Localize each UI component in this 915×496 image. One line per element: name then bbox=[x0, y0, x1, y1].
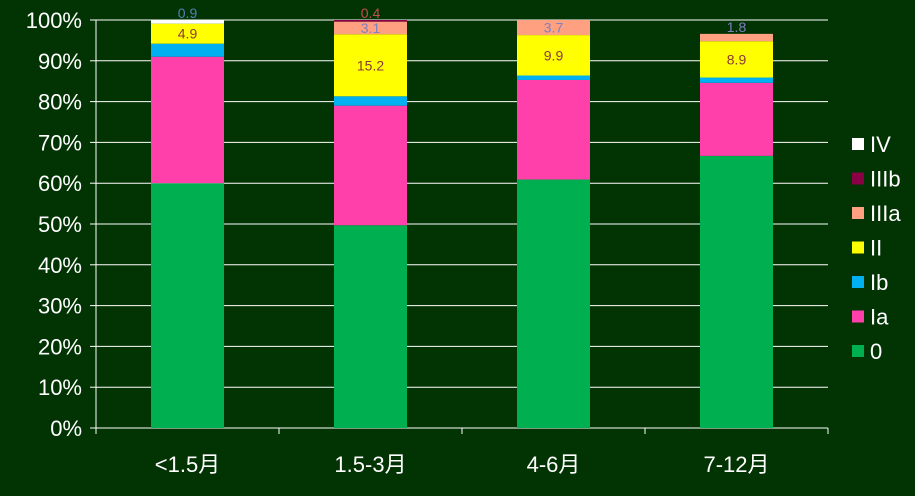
y-tick-label: 60% bbox=[38, 171, 82, 196]
bar-segment bbox=[151, 43, 224, 57]
bar-segment bbox=[334, 20, 407, 22]
y-tick-label: 50% bbox=[38, 212, 82, 237]
y-tick-label: 90% bbox=[38, 49, 82, 74]
bar-segment bbox=[517, 20, 590, 36]
y-tick-label: 100% bbox=[26, 8, 82, 33]
bar-segment bbox=[334, 105, 407, 226]
y-tick-label: 30% bbox=[38, 294, 82, 319]
bar-segment bbox=[151, 23, 224, 44]
bar-segment bbox=[517, 179, 590, 428]
y-tick-label: 70% bbox=[38, 130, 82, 155]
legend-swatch bbox=[852, 276, 864, 288]
bar-segment bbox=[700, 82, 773, 156]
data-label: 0.4 bbox=[361, 5, 381, 21]
data-label: 3.7 bbox=[544, 20, 564, 36]
legend-label: 0 bbox=[870, 339, 882, 364]
bar-segment bbox=[517, 79, 590, 180]
legend-swatch bbox=[852, 172, 864, 185]
legend-swatch bbox=[852, 207, 864, 219]
legend-swatch bbox=[852, 241, 864, 254]
data-label: 0.9 bbox=[178, 5, 198, 21]
data-label: 4.9 bbox=[178, 26, 198, 42]
x-tick-label: 7-12月 bbox=[703, 452, 769, 477]
legend-label: IV bbox=[870, 132, 891, 157]
x-tick-label: 1.5-3月 bbox=[334, 452, 406, 477]
bar-segment bbox=[334, 34, 407, 97]
legend-swatch bbox=[852, 345, 864, 357]
data-label: 9.9 bbox=[544, 47, 564, 63]
legend-label: II bbox=[870, 236, 882, 261]
bar-segment bbox=[334, 21, 407, 35]
y-tick-label: 0% bbox=[50, 416, 82, 441]
legend-label: Ia bbox=[870, 305, 889, 330]
bar-segment bbox=[151, 183, 224, 428]
data-label: 3.1 bbox=[361, 20, 381, 36]
data-label: 15.2 bbox=[357, 57, 384, 73]
bar-segment bbox=[517, 35, 590, 76]
bar-segment bbox=[700, 77, 773, 83]
bar-segment bbox=[151, 56, 224, 184]
bar-segment bbox=[151, 20, 224, 24]
data-label: 8.9 bbox=[727, 51, 747, 67]
bar-segment bbox=[517, 75, 590, 80]
x-tick-label: <1.5月 bbox=[155, 452, 220, 477]
y-tick-label: 80% bbox=[38, 90, 82, 115]
legend-label: IIIa bbox=[870, 201, 901, 226]
legend-label: Ib bbox=[870, 270, 888, 295]
data-label: 1.8 bbox=[727, 19, 747, 35]
y-tick-label: 20% bbox=[38, 334, 82, 359]
y-tick-label: 40% bbox=[38, 253, 82, 278]
x-tick-label: 4-6月 bbox=[527, 452, 581, 477]
bar-segment bbox=[700, 41, 773, 78]
legend-label: IIIb bbox=[870, 167, 901, 192]
legend-swatch bbox=[852, 310, 864, 323]
y-tick-label: 10% bbox=[38, 375, 82, 400]
bar-segment bbox=[334, 96, 407, 106]
bar-segment bbox=[700, 33, 773, 42]
bar-segment bbox=[700, 155, 773, 428]
legend-swatch bbox=[852, 138, 864, 150]
bar-segment bbox=[334, 225, 407, 428]
